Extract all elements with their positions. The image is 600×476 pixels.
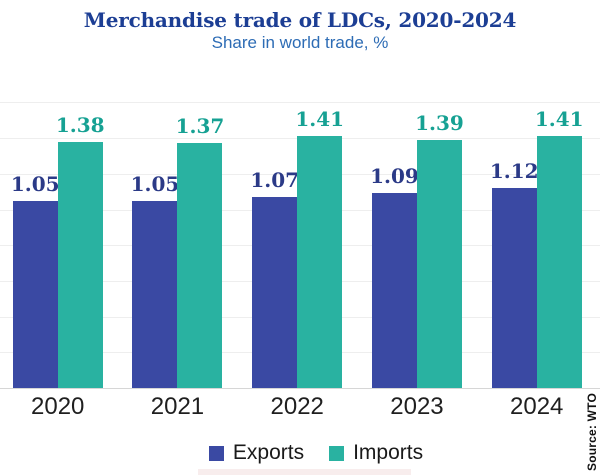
bottom-edge-strip (198, 469, 411, 475)
bar-exports-2022 (252, 197, 298, 388)
bar-imports-2024 (536, 136, 582, 388)
legend-label-imports: Imports (353, 441, 424, 464)
bar-exports-2020 (12, 200, 58, 388)
bar-imports-2020 (57, 141, 103, 388)
chart-title: Merchandise trade of LDCs, 2020-2024 (83, 8, 517, 32)
x-axis-label-2020: 2020 (30, 393, 85, 420)
legend-item-exports: Exports (208, 441, 305, 465)
value-label-imports-2021: 1.37 (175, 114, 225, 139)
imports-swatch-icon (329, 445, 345, 461)
legend: Exports Imports (0, 441, 600, 465)
value-label-imports-2020: 1.38 (55, 112, 105, 137)
value-label-imports-2024: 1.41 (534, 107, 584, 132)
bar-imports-2021 (177, 143, 223, 388)
x-axis-label-2023: 2023 (390, 393, 444, 420)
legend-inner: Exports Imports (208, 441, 423, 465)
bar-exports-2021 (132, 200, 178, 388)
legend-item-imports: Imports (329, 441, 423, 465)
x-axis-line (0, 388, 600, 389)
value-label-exports-2021: 1.05 (130, 171, 180, 196)
value-label-imports-2022: 1.41 (295, 107, 345, 132)
value-label-exports-2020: 1.05 (10, 171, 60, 196)
value-label-imports-2023: 1.39 (415, 110, 464, 135)
bar-exports-2023 (371, 193, 417, 388)
x-axis-label-2021: 2021 (150, 393, 205, 420)
x-axis-label-2024: 2024 (509, 393, 564, 420)
exports-swatch-icon (208, 445, 224, 461)
value-label-exports-2024: 1.12 (489, 159, 539, 184)
chart-subtitle: Share in world trade, % (211, 33, 389, 52)
x-axis-label-2022: 2022 (270, 393, 324, 420)
value-label-exports-2022: 1.07 (250, 168, 300, 192)
gridline (0, 102, 600, 104)
legend-label-exports: Exports (232, 441, 305, 464)
bar-imports-2022 (297, 136, 343, 388)
value-label-exports-2023: 1.09 (370, 164, 419, 189)
bar-imports-2023 (416, 139, 462, 388)
source-label: Source: WTO (585, 393, 599, 471)
bar-exports-2024 (491, 188, 537, 388)
